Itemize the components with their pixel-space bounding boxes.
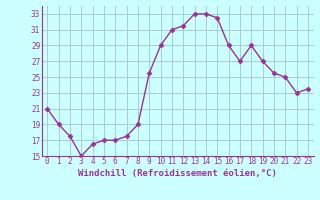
X-axis label: Windchill (Refroidissement éolien,°C): Windchill (Refroidissement éolien,°C)	[78, 169, 277, 178]
